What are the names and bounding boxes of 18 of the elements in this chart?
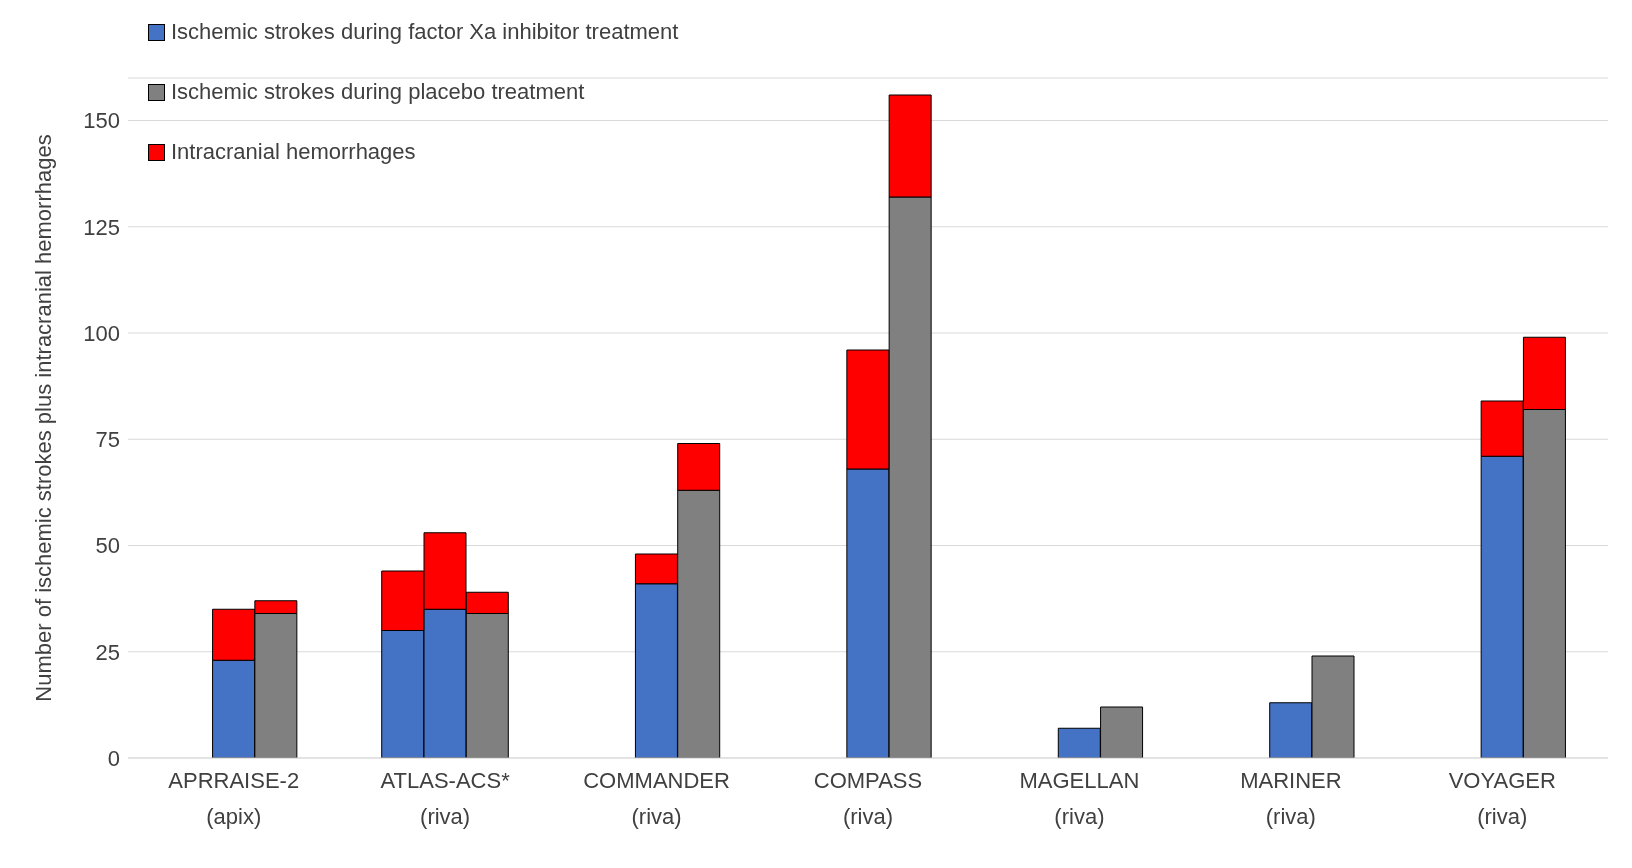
y-axis-title: Number of ischemic strokes plus intracranial hemorrhages (30, 134, 56, 702)
y-tick-label: 100 (83, 320, 120, 346)
y-tick-label: 125 (83, 214, 120, 240)
legend-label: Intracranial hemorrhages (171, 139, 416, 165)
x-tick-label: APRRAISE-2 (apix) (168, 768, 300, 829)
y-tick-label: 0 (107, 745, 120, 771)
x-tick-label: ATLAS-ACS* (riva) (380, 768, 511, 829)
y-tick-label: 50 (95, 533, 120, 559)
y-tick-label: 25 (95, 639, 120, 665)
legend-label: Ischemic strokes during factor Xa inhibitor treatment (171, 19, 679, 45)
x-tick-label: MARINER (riva) (1240, 768, 1342, 829)
x-tick-label: VOYAGER (riva) (1448, 768, 1556, 829)
y-tick-label: 150 (83, 108, 120, 134)
x-tick-label: COMMANDER (riva) (583, 768, 730, 829)
x-tick-label: MAGELLAN (riva) (1019, 768, 1140, 829)
legend-label: Ischemic strokes during placebo treatment (171, 79, 585, 105)
y-tick-label: 75 (95, 427, 120, 453)
x-tick-label: COMPASS (riva) (813, 768, 923, 829)
